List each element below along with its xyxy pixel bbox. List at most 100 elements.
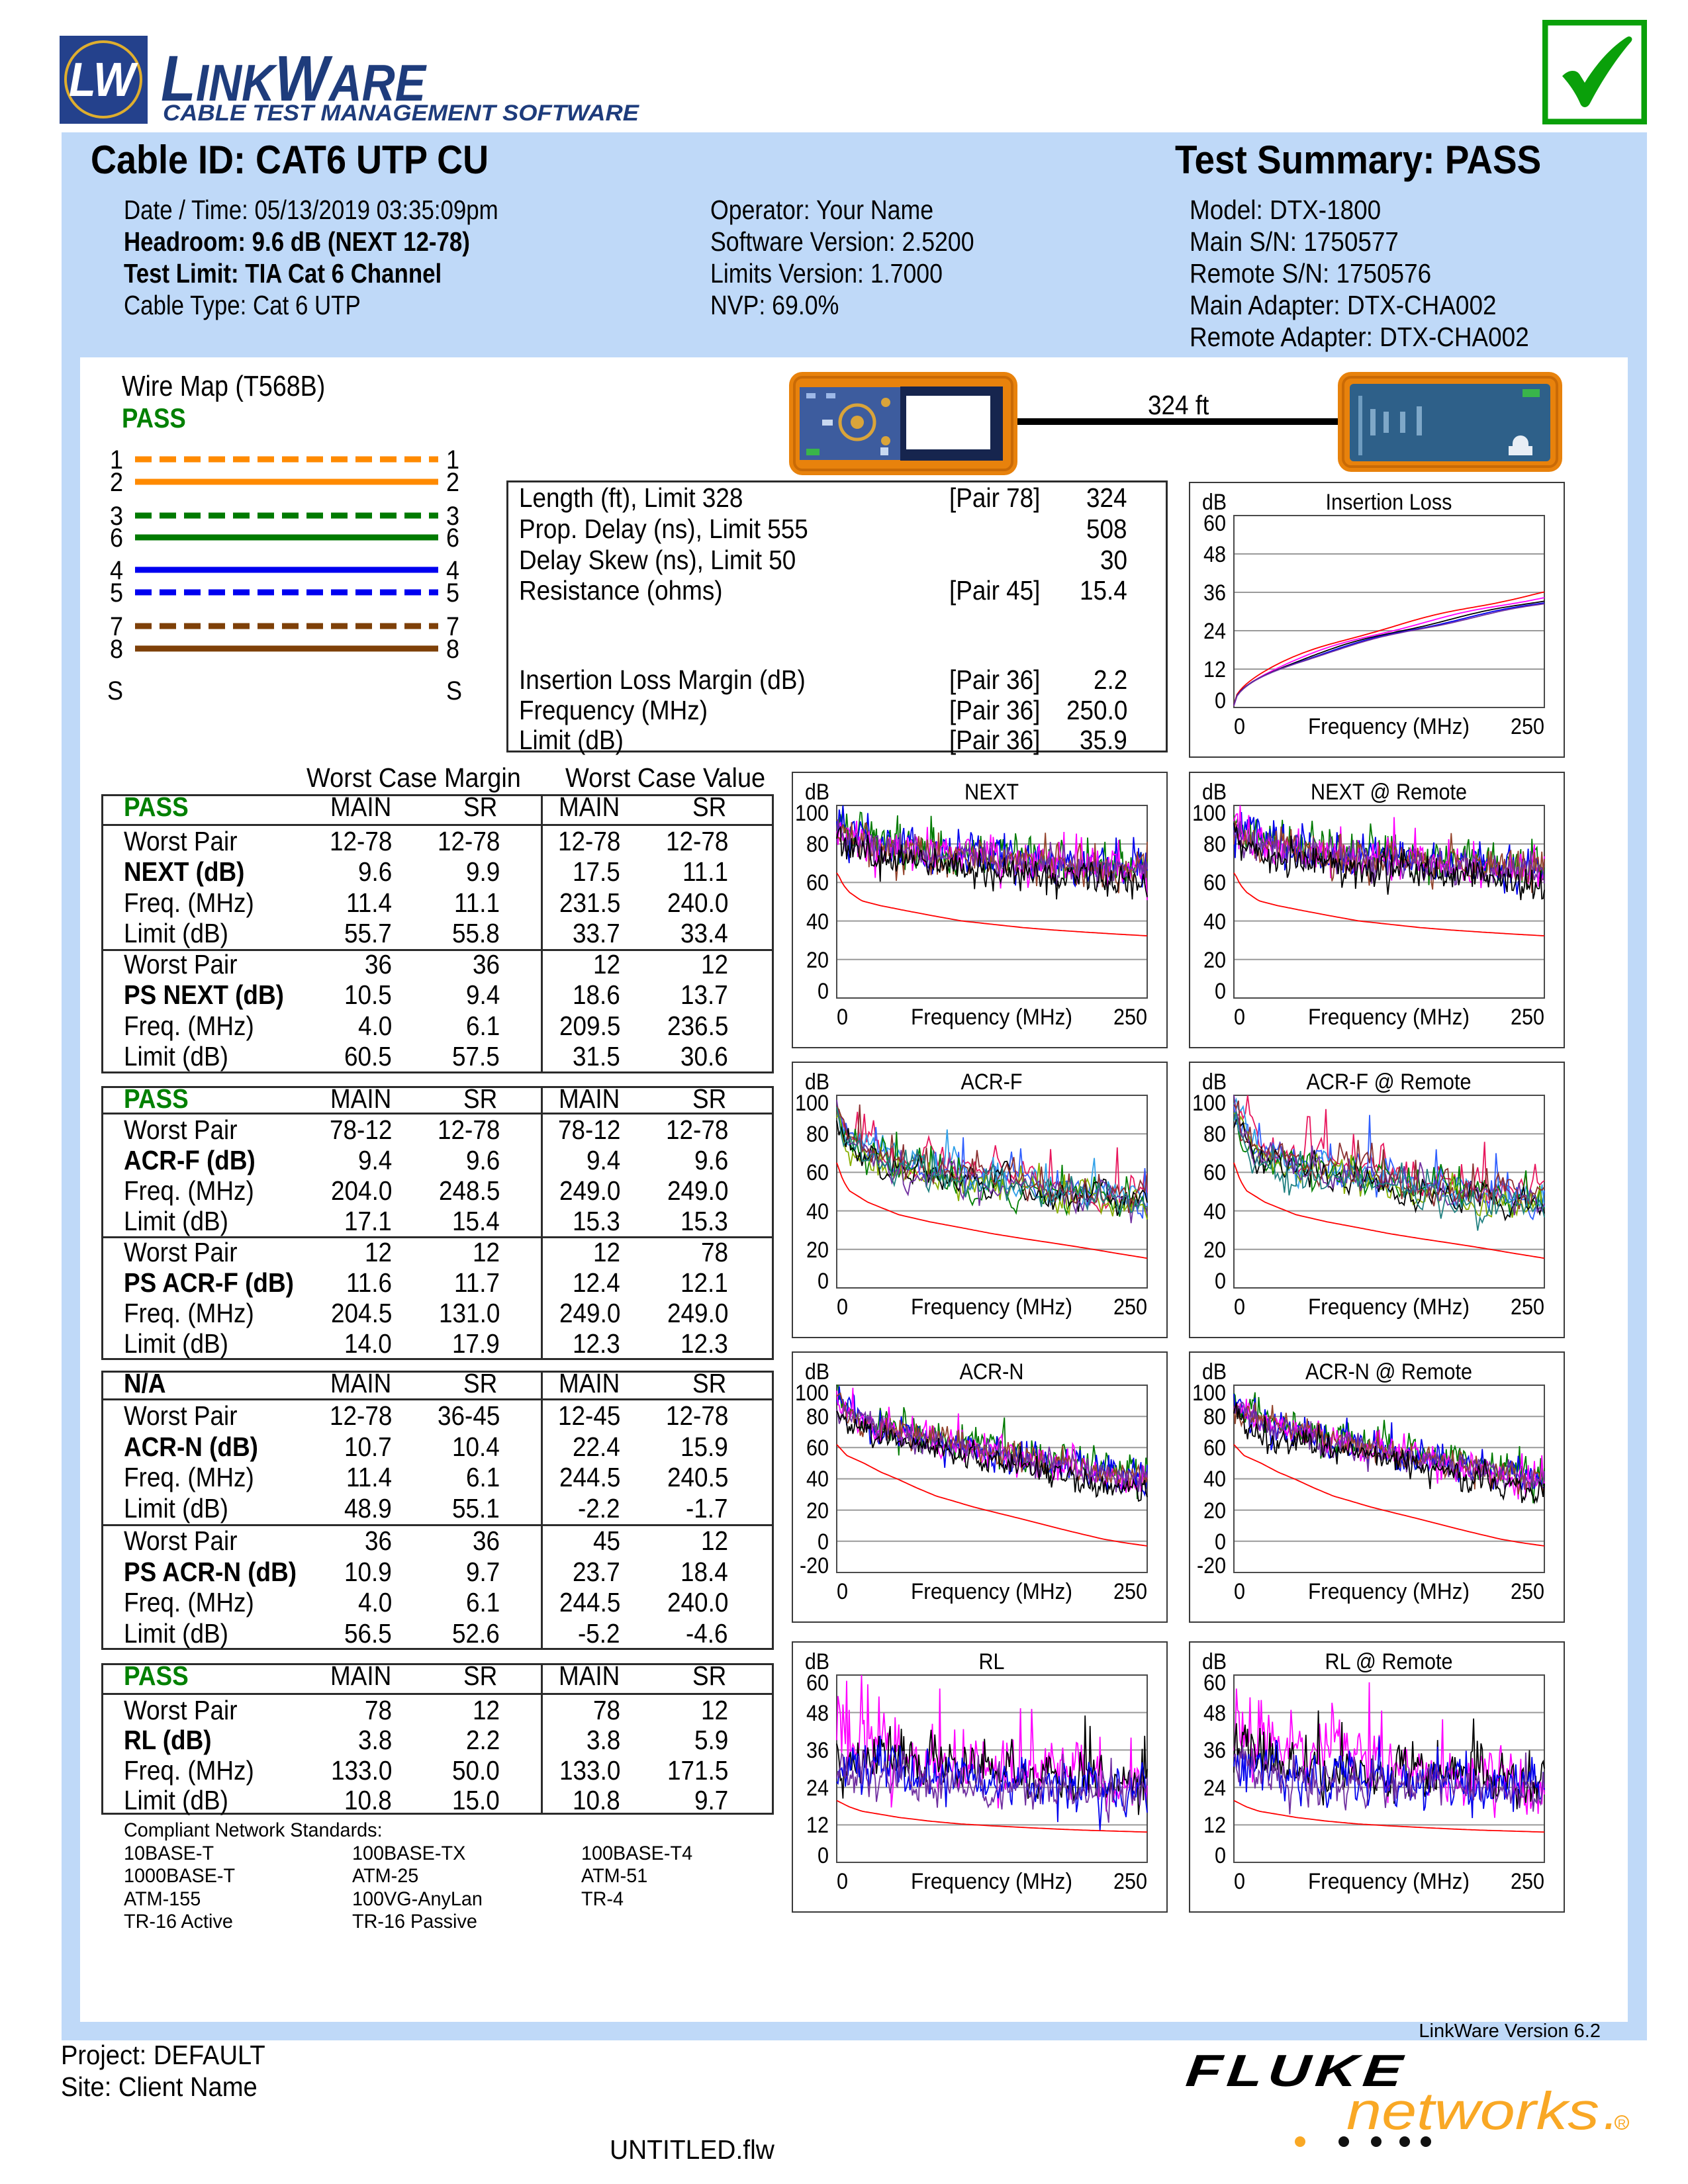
svg-text:40: 40: [1203, 1199, 1226, 1224]
svg-text:0: 0: [1234, 1579, 1245, 1604]
svg-text:60: 60: [806, 1435, 829, 1461]
svg-text:100: 100: [1192, 1091, 1226, 1116]
svg-text:Frequency (MHz): Frequency (MHz): [1308, 1579, 1470, 1604]
svg-text:60: 60: [1203, 1435, 1226, 1461]
svg-text:24: 24: [1203, 619, 1226, 644]
svg-text:40: 40: [1203, 909, 1226, 934]
svg-text:5: 5: [446, 578, 459, 608]
svg-text:250: 250: [1511, 1579, 1544, 1604]
svg-text:6: 6: [110, 523, 123, 553]
svg-text:60: 60: [806, 1670, 829, 1696]
svg-text:0: 0: [1215, 979, 1226, 1004]
svg-text:0: 0: [837, 1005, 848, 1030]
svg-text:24: 24: [1203, 1776, 1226, 1801]
svg-text:0: 0: [1215, 1269, 1226, 1294]
svg-text:250: 250: [1511, 1005, 1544, 1030]
svg-text:NEXT @ Remote: NEXT @ Remote: [1311, 780, 1467, 805]
svg-text:60: 60: [806, 870, 829, 895]
svg-text:250: 250: [1113, 1579, 1147, 1604]
svg-text:1: 1: [446, 445, 459, 475]
svg-text:dB: dB: [1202, 490, 1227, 515]
svg-text:48: 48: [806, 1701, 829, 1726]
svg-text:ACR-F @ Remote: ACR-F @ Remote: [1307, 1069, 1472, 1095]
svg-text:Insertion Loss: Insertion Loss: [1326, 490, 1452, 515]
svg-text:60: 60: [1203, 1670, 1226, 1696]
svg-text:0: 0: [818, 1843, 829, 1868]
svg-text:Frequency (MHz): Frequency (MHz): [911, 1579, 1072, 1604]
svg-text:12: 12: [806, 1813, 829, 1838]
svg-text:dB: dB: [805, 1069, 829, 1095]
svg-text:80: 80: [806, 832, 829, 857]
svg-text:0: 0: [1234, 1005, 1245, 1030]
svg-text:0: 0: [818, 1529, 829, 1555]
svg-text:NEXT: NEXT: [964, 780, 1019, 805]
svg-text:FLUKE: FLUKE: [1185, 2046, 1410, 2096]
svg-text:5: 5: [110, 578, 123, 608]
svg-text:S: S: [446, 676, 462, 702]
svg-text:4: 4: [110, 556, 123, 585]
svg-text:6: 6: [446, 523, 459, 553]
svg-text:Frequency (MHz): Frequency (MHz): [911, 1869, 1072, 1894]
svg-text:40: 40: [1203, 1467, 1226, 1492]
svg-text:Frequency (MHz): Frequency (MHz): [1308, 714, 1470, 739]
svg-text:250: 250: [1511, 1869, 1544, 1894]
svg-text:100: 100: [1192, 801, 1226, 826]
svg-text:60: 60: [1203, 870, 1226, 895]
svg-text:4: 4: [446, 556, 459, 585]
svg-text:250: 250: [1113, 1869, 1147, 1894]
svg-text:0: 0: [1234, 1295, 1245, 1320]
svg-text:80: 80: [1203, 1122, 1226, 1147]
svg-text:ACR-N @ Remote: ACR-N @ Remote: [1305, 1359, 1472, 1385]
svg-text:36: 36: [1203, 1738, 1226, 1763]
svg-text:Frequency (MHz): Frequency (MHz): [911, 1005, 1072, 1030]
svg-text:0: 0: [1234, 714, 1245, 739]
svg-text:12: 12: [1203, 657, 1226, 682]
svg-text:250: 250: [1113, 1005, 1147, 1030]
svg-text:ACR-F: ACR-F: [961, 1069, 1023, 1095]
svg-text:0: 0: [818, 979, 829, 1004]
svg-text:dB: dB: [1202, 1069, 1227, 1095]
svg-text:80: 80: [806, 1122, 829, 1147]
svg-text:0: 0: [837, 1869, 848, 1894]
svg-text:20: 20: [1203, 1238, 1226, 1263]
svg-text:3: 3: [446, 502, 459, 531]
svg-text:dB: dB: [1202, 780, 1227, 805]
svg-text:250: 250: [1113, 1295, 1147, 1320]
svg-text:CABLE TEST MANAGEMENT SOFTWARE: CABLE TEST MANAGEMENT SOFTWARE: [163, 101, 639, 126]
svg-text:dB: dB: [1202, 1649, 1227, 1674]
svg-text:20: 20: [806, 1498, 829, 1524]
svg-text:100: 100: [1192, 1381, 1226, 1406]
svg-text:2: 2: [446, 468, 459, 497]
svg-text:-20: -20: [1197, 1553, 1226, 1578]
svg-text:100: 100: [795, 801, 829, 826]
svg-text:RL: RL: [979, 1649, 1005, 1674]
svg-text:20: 20: [806, 1238, 829, 1263]
svg-text:8: 8: [110, 635, 123, 664]
svg-text:100: 100: [795, 1381, 829, 1406]
svg-text:Frequency (MHz): Frequency (MHz): [1308, 1005, 1470, 1030]
svg-text:Frequency (MHz): Frequency (MHz): [911, 1295, 1072, 1320]
svg-text:80: 80: [1203, 1404, 1226, 1430]
svg-text:0: 0: [1234, 1869, 1245, 1894]
svg-text:250: 250: [1511, 714, 1544, 739]
svg-text:dB: dB: [805, 1359, 829, 1385]
svg-text:40: 40: [806, 909, 829, 934]
svg-text:36: 36: [1203, 580, 1226, 606]
svg-text:48: 48: [1203, 542, 1226, 567]
svg-text:0: 0: [837, 1579, 848, 1604]
svg-text:.: .: [1603, 2081, 1618, 2140]
svg-text:0: 0: [1215, 1843, 1226, 1868]
svg-text:8: 8: [446, 635, 459, 664]
svg-text:0: 0: [837, 1295, 848, 1320]
svg-text:40: 40: [806, 1199, 829, 1224]
svg-text:dB: dB: [805, 1649, 829, 1674]
svg-text:0: 0: [1215, 688, 1226, 713]
svg-text:7: 7: [110, 612, 123, 641]
svg-text:ACR-N: ACR-N: [960, 1359, 1024, 1385]
svg-text:1: 1: [110, 445, 123, 475]
svg-text:20: 20: [1203, 1498, 1226, 1524]
svg-text:80: 80: [806, 1404, 829, 1430]
svg-text:LW: LW: [69, 54, 139, 107]
svg-text:36: 36: [806, 1738, 829, 1763]
svg-text:0: 0: [1215, 1529, 1226, 1555]
